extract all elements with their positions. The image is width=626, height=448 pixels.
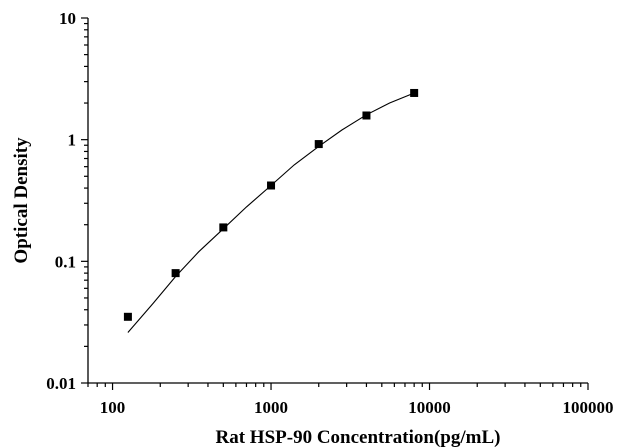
x-axis-title: Rat HSP-90 Concentration(pg/mL)	[216, 427, 501, 448]
y-tick-label: 0.1	[55, 252, 76, 271]
data-points-layer	[123, 88, 419, 321]
y-tick-label: 1	[68, 131, 77, 150]
data-point	[314, 140, 323, 149]
y-tick-label: 0.01	[46, 374, 76, 393]
data-point	[267, 181, 276, 190]
data-point	[362, 111, 371, 120]
x-tick-label: 100000	[563, 398, 614, 417]
x-tick-label: 1000	[254, 398, 288, 417]
y-tick-label: 10	[59, 9, 76, 28]
y-axis-title: Optical Density	[11, 137, 32, 264]
data-point	[219, 223, 228, 232]
x-tick-label: 10000	[408, 398, 451, 417]
data-point	[171, 269, 180, 278]
fit-curve-line	[127, 92, 415, 333]
data-point	[410, 88, 419, 97]
data-point	[123, 312, 132, 321]
axes: 100 1000 10000 100000 0.01 0.1 1 10	[46, 9, 613, 417]
fit-curve-layer	[127, 92, 415, 333]
x-tick-label: 100	[100, 398, 126, 417]
